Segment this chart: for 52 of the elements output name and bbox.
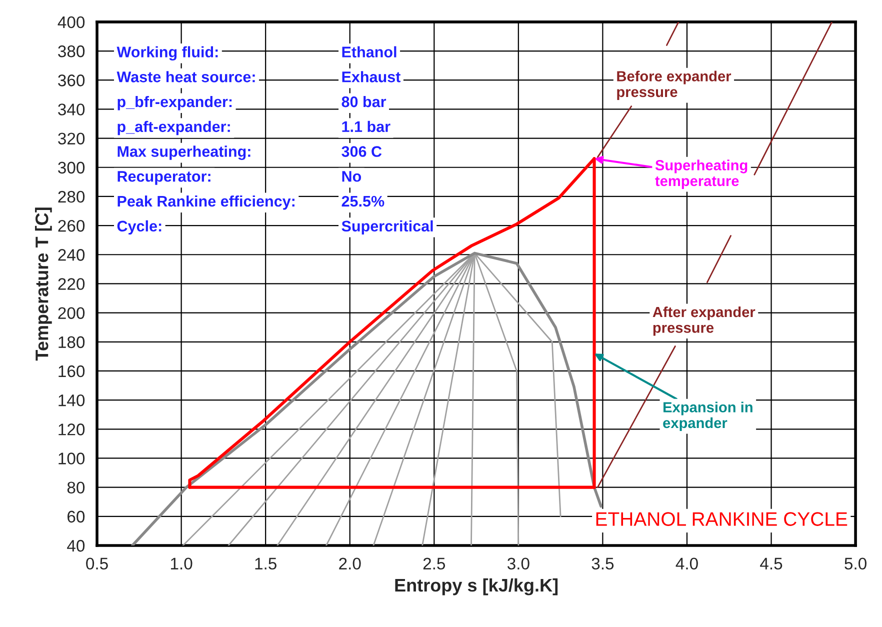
x-tick-label: 4.0	[676, 558, 698, 570]
x-tick-label: 1.5	[255, 558, 276, 570]
y-tick-label: 40	[67, 540, 85, 552]
annotation: p_bfr-expander:	[118, 96, 232, 110]
y-tick-label: 240	[58, 249, 85, 261]
x-tick-label: 4.5	[760, 558, 782, 570]
y-tick-label: 360	[58, 74, 85, 86]
x-axis-title: Entropy s [kJ/kg.K]	[395, 578, 558, 596]
x-tick-label: 0.5	[86, 558, 108, 570]
y-tick-label: 280	[58, 190, 85, 203]
annotation: 80 bar	[342, 96, 386, 108]
y-tick-label: 140	[58, 394, 85, 406]
annotation: 1.1 bar	[342, 120, 390, 132]
x-tick-label: 2.5	[423, 558, 446, 570]
annotation: p_aft-expander:	[118, 120, 230, 136]
annotation: Supercritical	[342, 220, 433, 235]
annotation: Working fluid:	[116, 46, 218, 61]
annotation: Cycle:	[117, 220, 162, 235]
annotation: 306 C	[342, 146, 382, 157]
y-tick-label: 100	[58, 452, 85, 464]
annotation: No	[342, 171, 362, 182]
annotation: Peak Rankine efficiency:	[118, 195, 294, 210]
annotation: Ethanol	[342, 46, 396, 58]
annotation: Waste heat source:	[116, 71, 255, 82]
annotation: ETHANOL RANKINE CYCLE	[596, 512, 848, 526]
x-tick-label: 5.0	[844, 558, 866, 570]
y-tick-label: 80	[67, 482, 85, 494]
y-tick-label: 300	[58, 162, 85, 174]
y-tick-label: 180	[58, 336, 85, 348]
y-axis-title: Temperature T [C]	[35, 208, 52, 361]
x-tick-label: 1.0	[170, 558, 192, 570]
y-tick-label: 380	[58, 45, 85, 58]
y-tick-label: 60	[68, 510, 85, 523]
x-tick-label: 2.0	[339, 558, 361, 570]
y-tick-label: 120	[58, 424, 85, 436]
y-tick-label: 220	[58, 278, 85, 290]
annotation: Expansion in expander	[663, 402, 752, 431]
y-tick-label: 400	[58, 16, 85, 28]
annotation: Exhaust	[342, 71, 401, 82]
annotation: Recuperator:	[118, 171, 210, 185]
y-tick-label: 160	[58, 365, 85, 378]
x-tick-label: 3.0	[507, 558, 530, 570]
y-tick-label: 340	[58, 104, 85, 116]
annotation: Superheating temperature	[655, 160, 748, 190]
y-tick-label: 200	[58, 307, 85, 320]
y-tick-label: 260	[58, 220, 85, 232]
y-tick-label: 320	[58, 132, 85, 144]
x-tick-label: 3.5	[592, 558, 614, 570]
annotation: 25.5%	[342, 196, 384, 207]
annotation: Before expander pressure	[617, 70, 732, 100]
annotation: After expander pressure	[652, 306, 756, 336]
annotation: Max superheating:	[118, 146, 250, 160]
